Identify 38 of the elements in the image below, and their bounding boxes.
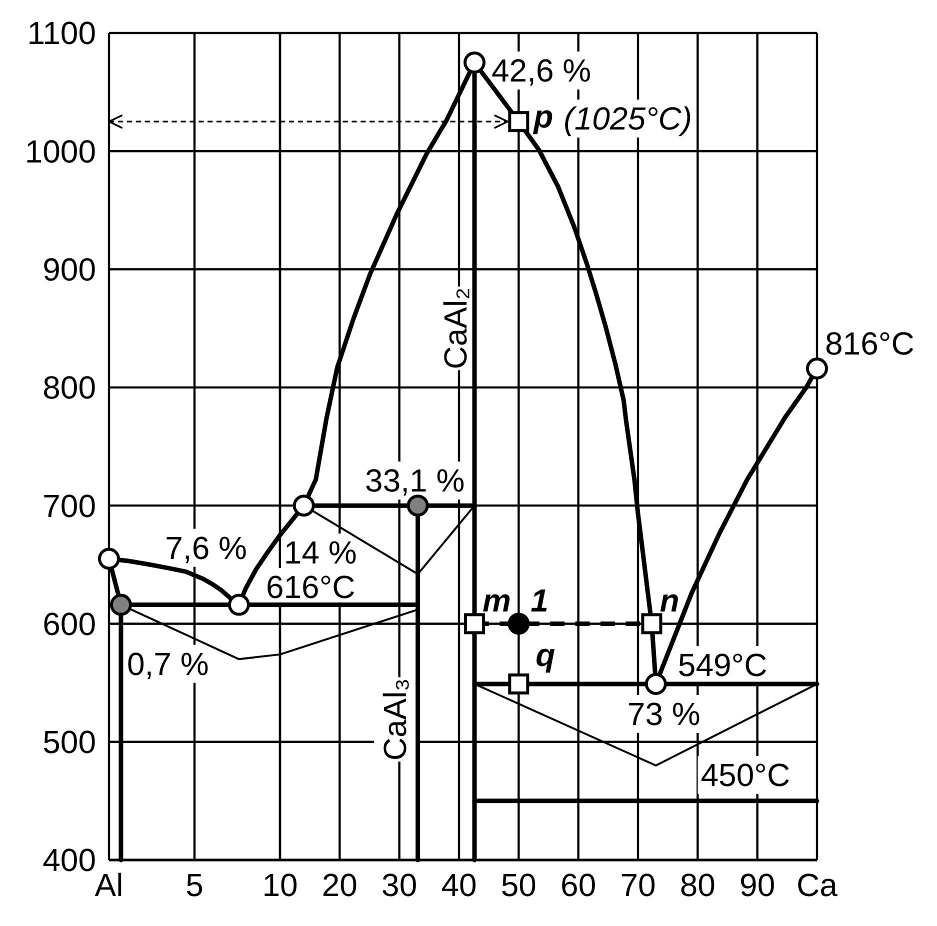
annotation: 14 % [284, 534, 357, 571]
x-tick-label: Ca [796, 867, 838, 903]
annotation: 816°C [825, 326, 914, 362]
annotation: 33,1 % [365, 462, 465, 499]
annotation: 616°C [266, 568, 356, 605]
series-label: m [482, 582, 511, 619]
annotation: (1025°C) [564, 100, 692, 137]
y-tick-label: 600 [42, 606, 96, 642]
series-label: q [536, 636, 556, 673]
x-tick-label: 60 [560, 867, 596, 903]
annotation: 450°C [700, 756, 790, 793]
y-tick-label: 900 [42, 251, 96, 288]
x-tick-label: 10 [262, 867, 298, 903]
annotation: 42,6 % [492, 52, 592, 89]
series-label: n [660, 582, 680, 619]
annotation: CaAl₃ [377, 678, 414, 761]
x-tick-label: 20 [322, 867, 358, 903]
y-tick-label: 500 [42, 724, 96, 760]
y-tick-label: 800 [42, 370, 96, 406]
y-tick-label: 1000 [24, 133, 96, 170]
y-tick-label: 400 [42, 842, 96, 878]
annotation: 7,6 % [165, 530, 247, 566]
x-tick-label: 50 [500, 867, 536, 903]
x-tick-label: 80 [680, 867, 716, 903]
x-tick-label: 70 [620, 867, 656, 903]
annotation: 73 % [627, 696, 700, 732]
x-tick-label: 90 [740, 867, 776, 903]
annotation: 549°C [678, 646, 768, 683]
x-tick-label: 30 [382, 867, 418, 903]
series-label: 1 [530, 582, 548, 619]
x-tick-label: 5 [186, 867, 204, 903]
x-tick-label: 40 [441, 867, 477, 903]
annotation: 0,7 % [126, 646, 209, 682]
x-tick-label: Al [94, 867, 124, 903]
legend-label: p [532, 98, 554, 135]
y-tick-label: 1100 [27, 15, 96, 52]
annotation: CaAl₂ [438, 287, 474, 370]
y-tick-label: 700 [42, 488, 96, 524]
